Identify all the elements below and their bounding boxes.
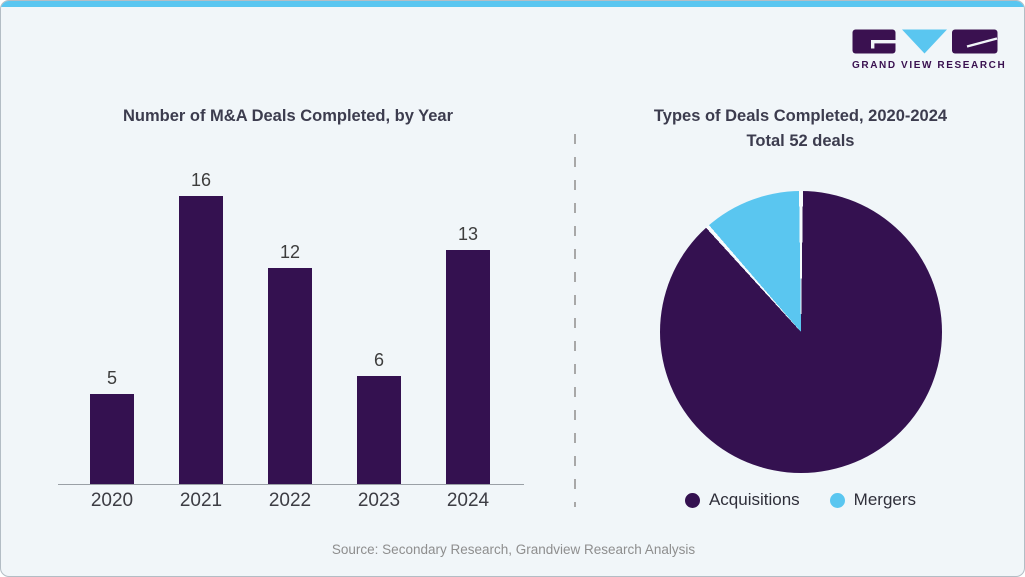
x-tick-label: 2024 <box>446 490 490 511</box>
x-tick-label: 2020 <box>90 490 134 511</box>
legend-item-acquisitions: Acquisitions <box>684 490 800 510</box>
legend-label: Mergers <box>853 490 917 509</box>
bar-value-label: 5 <box>106 368 117 388</box>
bar-2024 <box>446 250 490 484</box>
legend-dot-icon <box>684 492 700 508</box>
bar-value-label: 16 <box>190 170 212 190</box>
x-tick-label: 2021 <box>179 490 223 511</box>
bar-value-label: 12 <box>279 242 301 262</box>
source-note: Source: Secondary Research, Grandview Re… <box>331 542 696 557</box>
bar-2020 <box>90 394 134 484</box>
pie-chart <box>660 191 942 473</box>
grand-view-research-logo: GRAND VIEW RESEARCH <box>852 29 1007 71</box>
top-accent-bar <box>1 1 1024 7</box>
x-axis-line <box>58 484 524 485</box>
bar-2023 <box>357 376 401 484</box>
bar-2021 <box>179 196 223 484</box>
bar-value-label: 13 <box>457 224 479 244</box>
x-tick-label: 2022 <box>268 490 312 511</box>
legend-dot-icon <box>829 492 845 508</box>
bar-2022 <box>268 268 312 484</box>
legend-label: Acquisitions <box>708 490 800 509</box>
bar-chart-title: Number of M&A Deals Completed, by Year <box>122 107 454 125</box>
logo-brand-text: GRAND VIEW RESEARCH <box>852 60 1007 71</box>
pie-chart-subtitle: Total 52 deals <box>746 132 855 150</box>
x-tick-label: 2023 <box>357 490 401 511</box>
panel-divider <box>574 134 576 507</box>
bar-value-label: 6 <box>373 350 384 370</box>
pie-chart-title: Types of Deals Completed, 2020-2024 <box>653 107 948 125</box>
gvr-logo-icon <box>852 29 998 54</box>
legend-item-mergers: Mergers <box>829 490 917 510</box>
pie-legend: Acquisitions Mergers <box>575 490 1024 510</box>
